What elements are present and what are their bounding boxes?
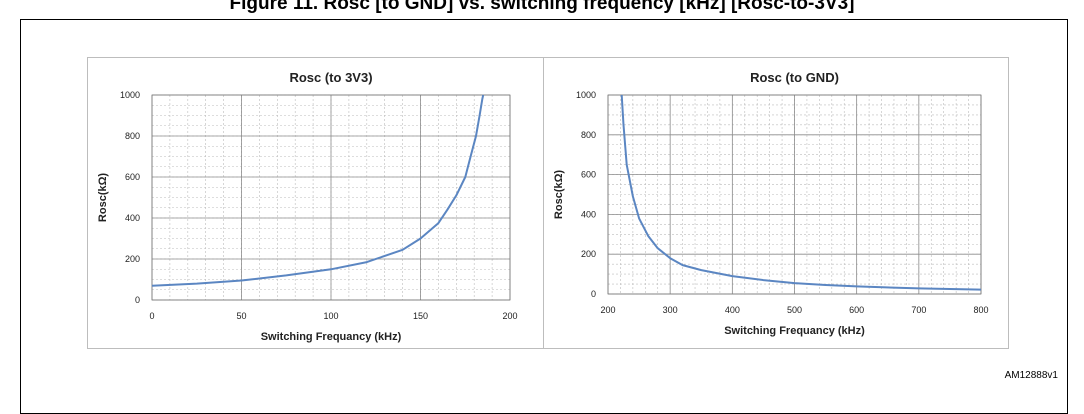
y-axis-label: Rosc(kΩ)	[97, 173, 109, 222]
y-tick-label: 200	[581, 249, 596, 259]
y-tick-label: 1000	[120, 90, 140, 100]
y-tick-label: 1000	[576, 90, 596, 100]
x-tick-label: 50	[236, 311, 246, 321]
x-axis-label: Switching Frequancy (kHz)	[261, 331, 402, 343]
x-tick-label: 200	[600, 305, 615, 315]
x-tick-label: 300	[663, 305, 678, 315]
x-tick-label: 0	[149, 311, 154, 321]
series-line	[152, 95, 483, 286]
figure-title: Figure 11. Rosc [to GND] vs. switching f…	[0, 0, 1084, 15]
x-tick-label: 500	[787, 305, 802, 315]
y-tick-label: 800	[125, 131, 140, 141]
chart-title: Rosc (to GND)	[750, 70, 839, 85]
y-axis-label: Rosc(kΩ)	[553, 170, 565, 219]
chart-title: Rosc (to 3V3)	[289, 70, 372, 85]
y-tick-label: 800	[581, 130, 596, 140]
figure-id: AM12888v1	[1005, 370, 1058, 381]
x-tick-label: 600	[849, 305, 864, 315]
x-tick-label: 200	[502, 311, 517, 321]
x-tick-label: 100	[323, 311, 338, 321]
chart-rosc-to-3v3: 0 50 100 150 200 0 200 400 600 800 1000 Rosc (to 3V…	[88, 58, 543, 348]
y-tick-label: 0	[135, 295, 140, 305]
x-tick-label: 700	[911, 305, 926, 315]
y-tick-label: 0	[591, 289, 596, 299]
y-tick-label: 400	[581, 209, 596, 219]
y-tick-label: 600	[581, 170, 596, 180]
y-tick-label: 400	[125, 213, 140, 223]
x-tick-label: 800	[973, 305, 988, 315]
y-tick-label: 600	[125, 172, 140, 182]
chart-rosc-to-gnd: 200 300 400 500 600 700 800 0 200 400 600 800 1000 Ro…	[544, 58, 1008, 348]
x-axis-label: Switching Frequancy (kHz)	[724, 325, 865, 337]
y-tick-label: 200	[125, 254, 140, 264]
x-tick-label: 400	[725, 305, 740, 315]
x-tick-label: 150	[413, 311, 428, 321]
series-line	[622, 95, 981, 290]
